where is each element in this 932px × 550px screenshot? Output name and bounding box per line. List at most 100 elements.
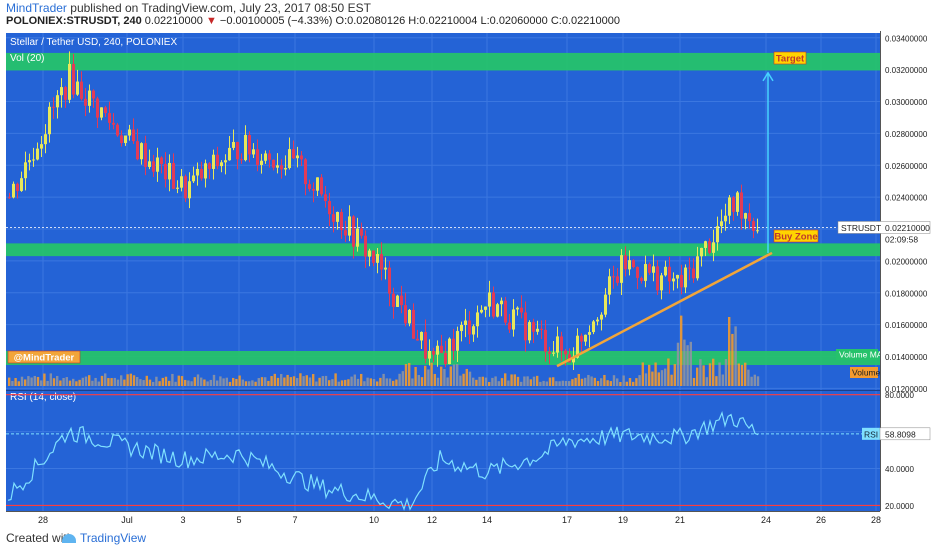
volume-bar <box>94 377 97 386</box>
candle-body <box>644 264 647 281</box>
price-pane[interactable]: Target Buy Zone @MindTrader Stellar / Tethe… <box>6 33 904 391</box>
candle-body <box>552 352 555 354</box>
volume-tag <box>850 367 878 378</box>
volume-bar <box>299 373 302 386</box>
candle-body <box>92 90 95 99</box>
volume-bar <box>641 362 644 386</box>
volume-bar <box>136 377 139 386</box>
volume-bar <box>449 366 452 386</box>
volume-bar <box>328 380 331 386</box>
candle-body <box>364 235 367 257</box>
author-link[interactable]: MindTrader <box>6 1 67 15</box>
volume-bar <box>180 376 184 386</box>
volume-bar <box>366 377 369 386</box>
price-pane-background <box>6 33 880 390</box>
candle-body <box>184 176 187 199</box>
price-tick-label: 0.02600000 <box>885 162 928 171</box>
candle-body <box>116 124 119 136</box>
volume-bar <box>654 362 657 386</box>
volume-bar <box>398 373 401 386</box>
volume-bar <box>312 374 315 386</box>
volume-bar <box>193 377 196 386</box>
candle-body <box>436 345 439 355</box>
volume-bar <box>356 378 360 386</box>
candle-body <box>572 357 575 363</box>
volume-bar <box>376 381 379 386</box>
candle-body <box>616 276 619 283</box>
candle-body <box>748 213 751 222</box>
volume-bar <box>728 316 731 386</box>
candle-body <box>512 309 515 330</box>
candle-body <box>680 274 683 288</box>
candle-body <box>684 267 687 288</box>
candle-body <box>156 157 159 172</box>
volume-bar <box>238 375 241 386</box>
candle-body <box>656 266 659 291</box>
last-price-value: 0.02210000 <box>885 223 930 233</box>
candle-body <box>176 187 179 189</box>
volume-bar <box>577 373 580 386</box>
rsi-pane[interactable]: RSI (14, close) RSI <box>6 391 880 511</box>
price-tick-label: 0.03000000 <box>885 98 928 107</box>
right-axis-background <box>880 31 932 528</box>
candle-body <box>344 230 347 236</box>
last-price-tag <box>837 221 931 234</box>
volume-bar <box>321 376 324 386</box>
volume-bar <box>340 380 344 386</box>
candle-body <box>84 98 87 106</box>
x-tick-label: 17 <box>562 515 572 525</box>
candle-body <box>148 161 151 167</box>
volume-bar <box>145 375 148 386</box>
volume-bar <box>273 373 276 386</box>
volume-bar <box>392 380 395 386</box>
tradingview-logo[interactable]: TradingView <box>62 531 146 545</box>
candle-body <box>224 160 227 163</box>
candle-body <box>620 255 623 283</box>
volume-indicator-label: Vol (20) <box>10 53 44 64</box>
volume-bar <box>411 378 414 386</box>
x-tick-label: 10 <box>369 515 379 525</box>
candle-body <box>140 143 143 160</box>
x-tick-label: Jul <box>121 515 133 525</box>
volume-bar <box>158 381 161 386</box>
volume-bar <box>248 381 251 386</box>
candle-body <box>212 154 215 169</box>
volume-bar <box>536 375 539 386</box>
candle-body <box>448 338 451 365</box>
volume-bar <box>472 377 475 386</box>
volume-bar <box>692 377 696 386</box>
volume-bar <box>680 315 683 386</box>
volume-bar <box>590 376 593 386</box>
candle-body <box>72 63 75 95</box>
buy-zone-label-box <box>773 229 819 243</box>
candle-body <box>64 87 67 100</box>
candle-body <box>700 247 703 257</box>
rsi-line <box>7 410 759 511</box>
volume-bar <box>206 381 209 386</box>
author-watermark-box <box>7 350 81 364</box>
candle-body <box>540 328 543 330</box>
volume-bar <box>651 371 654 386</box>
candle-body <box>648 264 651 273</box>
volume-ma-label: Volume MA <box>839 350 883 360</box>
volume-bar <box>612 375 616 386</box>
candle-body <box>188 181 191 199</box>
candle-body <box>440 345 443 353</box>
chart-canvas[interactable]: Target Buy Zone @MindTrader Stellar / Tethe… <box>0 31 932 528</box>
candle-body <box>460 324 463 332</box>
candle-body <box>724 215 727 222</box>
volume-bar <box>20 376 24 386</box>
volume-bar <box>648 364 651 386</box>
volume-bar <box>712 358 715 386</box>
candle-body <box>36 148 39 160</box>
volume-bar <box>302 376 305 386</box>
volume-bar <box>520 381 523 386</box>
volume-bar <box>420 377 424 386</box>
candle-body <box>340 212 343 231</box>
volume-bar <box>558 381 561 386</box>
volume-bar <box>516 376 520 386</box>
candle-body <box>80 81 83 99</box>
candle-body <box>756 230 759 232</box>
candle-body <box>24 162 27 179</box>
volume-bar <box>129 373 132 386</box>
